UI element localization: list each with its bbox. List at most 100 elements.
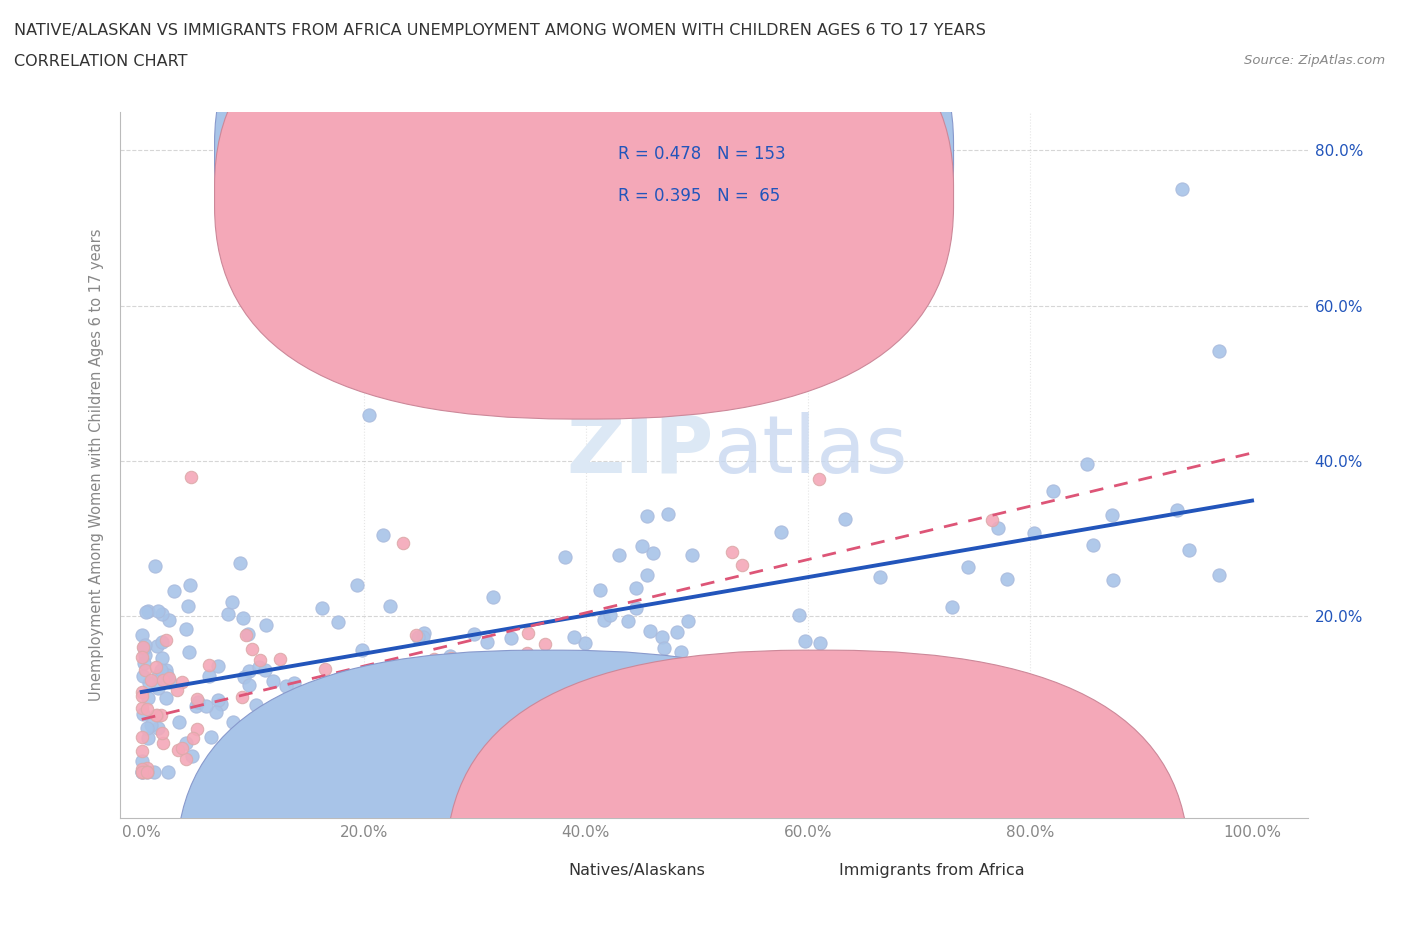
Point xyxy=(359,748,381,763)
Point xyxy=(678,614,700,629)
Point xyxy=(311,601,333,616)
Point xyxy=(463,627,485,642)
Text: Natives/Alaskans: Natives/Alaskans xyxy=(568,863,706,878)
Point xyxy=(505,683,527,698)
Point xyxy=(131,650,153,665)
Point xyxy=(995,572,1018,587)
Point xyxy=(136,701,159,716)
Point xyxy=(146,681,169,696)
Point xyxy=(770,525,793,539)
Point xyxy=(669,644,692,659)
Point xyxy=(328,674,350,689)
Point xyxy=(136,764,159,779)
Point xyxy=(269,652,291,667)
Point xyxy=(406,630,429,644)
Point xyxy=(139,673,162,688)
Point xyxy=(135,764,157,779)
Point xyxy=(326,615,349,630)
Point xyxy=(616,614,638,629)
Point xyxy=(238,678,260,693)
Point xyxy=(155,663,177,678)
Point xyxy=(562,630,585,644)
Point xyxy=(720,545,742,560)
Point xyxy=(314,661,336,676)
Point xyxy=(159,674,181,689)
Point xyxy=(574,635,596,650)
Point xyxy=(184,698,207,713)
Point xyxy=(609,548,631,563)
FancyBboxPatch shape xyxy=(215,0,953,377)
Point xyxy=(131,753,153,768)
Point xyxy=(131,628,153,643)
Point xyxy=(172,741,194,756)
Point xyxy=(134,663,156,678)
Point xyxy=(588,702,610,717)
Point xyxy=(380,352,402,367)
Point xyxy=(135,720,157,735)
Point xyxy=(146,721,169,736)
Point xyxy=(793,633,815,648)
Point xyxy=(614,658,637,673)
Point xyxy=(731,557,754,572)
Point xyxy=(146,669,169,684)
Point xyxy=(1208,344,1230,359)
Point xyxy=(657,507,679,522)
Point xyxy=(131,700,153,715)
Point xyxy=(510,677,533,692)
Point xyxy=(356,685,378,700)
Point xyxy=(233,670,256,684)
Point xyxy=(229,556,252,571)
Point xyxy=(956,560,979,575)
Point xyxy=(157,671,180,685)
Point xyxy=(174,736,197,751)
Point xyxy=(232,611,254,626)
Point xyxy=(582,652,605,667)
Point xyxy=(131,762,153,777)
Point xyxy=(235,628,257,643)
Point xyxy=(516,645,538,660)
Point xyxy=(131,764,153,779)
Point xyxy=(207,693,229,708)
Point xyxy=(253,663,276,678)
Point xyxy=(527,760,550,775)
Point xyxy=(152,736,174,751)
Point xyxy=(145,659,167,674)
Point xyxy=(636,509,658,524)
Point xyxy=(554,550,576,565)
Point xyxy=(240,642,263,657)
Point xyxy=(249,653,271,668)
Point xyxy=(198,669,221,684)
Point xyxy=(283,675,305,690)
FancyBboxPatch shape xyxy=(177,650,920,930)
Point xyxy=(561,707,583,722)
Point xyxy=(231,689,253,704)
Point xyxy=(987,521,1010,536)
Point xyxy=(637,745,659,760)
Point xyxy=(254,618,277,632)
Point xyxy=(157,613,180,628)
Point xyxy=(613,658,636,673)
Point xyxy=(904,703,927,718)
Point xyxy=(131,729,153,744)
Point xyxy=(134,647,156,662)
Point xyxy=(1083,538,1105,552)
Point xyxy=(439,648,461,663)
Point xyxy=(167,742,190,757)
Point xyxy=(200,758,222,773)
Point xyxy=(312,676,335,691)
Point xyxy=(307,710,329,724)
Point xyxy=(475,635,498,650)
Point xyxy=(651,630,673,644)
Point xyxy=(516,626,538,641)
Point xyxy=(205,704,228,719)
Point xyxy=(141,718,163,733)
Point xyxy=(270,759,292,774)
Point xyxy=(174,622,197,637)
Point xyxy=(623,660,645,675)
Point xyxy=(384,662,406,677)
Point xyxy=(941,600,963,615)
Point xyxy=(180,470,202,485)
Point xyxy=(174,752,197,767)
Point xyxy=(401,684,423,699)
Point xyxy=(1101,507,1123,522)
